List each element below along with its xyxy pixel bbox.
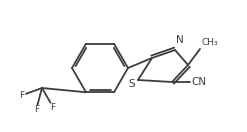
- Text: CN: CN: [191, 77, 206, 87]
- Text: F: F: [50, 103, 56, 112]
- Text: N: N: [176, 35, 184, 45]
- Text: CH₃: CH₃: [201, 38, 218, 47]
- Text: F: F: [34, 105, 39, 114]
- Text: S: S: [128, 79, 135, 89]
- Text: F: F: [19, 91, 24, 100]
